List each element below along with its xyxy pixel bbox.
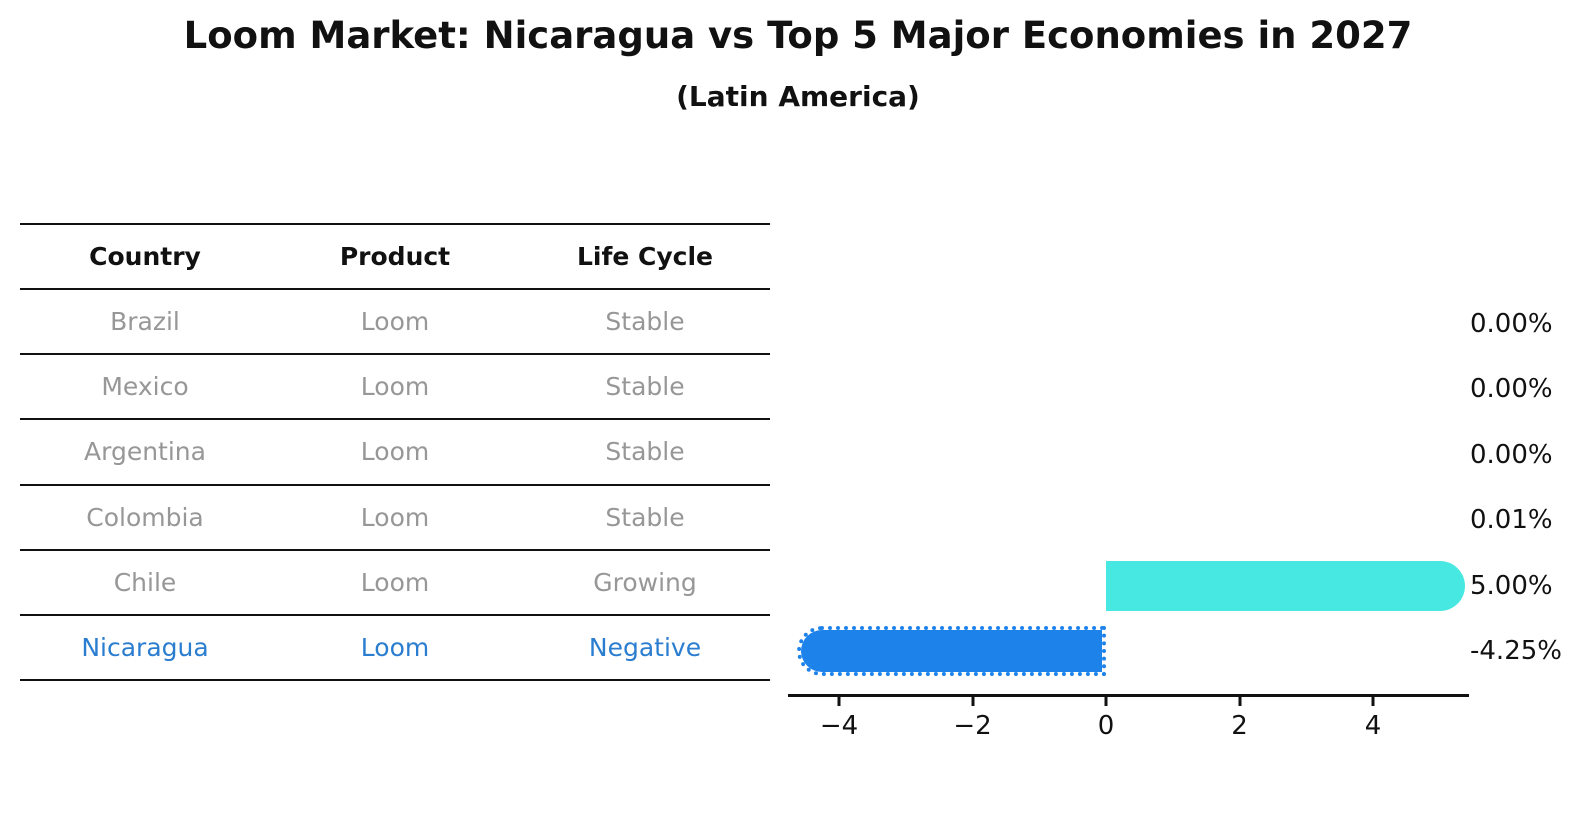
bar-chile (1106, 560, 1465, 611)
chart-title: Loom Market: Nicaragua vs Top 5 Major Ec… (183, 14, 1413, 57)
value-label-mexico: 0.00% (1470, 374, 1553, 404)
table-header-row: Country Product Life Cycle (20, 225, 770, 291)
cell-country: Argentina (84, 437, 206, 467)
cell-product: Loom (360, 632, 430, 662)
x-axis-line (788, 694, 1469, 697)
cell-life-cycle: Stable (605, 307, 685, 337)
country-table: Country Product Life Cycle Brazil Loom S… (20, 223, 770, 681)
column-header-country: Country (89, 242, 201, 272)
cell-life-cycle: Stable (605, 372, 685, 402)
cell-country: Chile (113, 567, 177, 597)
cell-life-cycle: Stable (605, 437, 685, 467)
x-tick-label: −2 (953, 711, 992, 741)
x-tick-label: −4 (819, 711, 859, 741)
table-row-brazil: Brazil Loom Stable (20, 290, 770, 356)
x-axis-tick (1104, 695, 1108, 706)
cell-country: Nicaragua (81, 632, 209, 662)
x-tick-label: 0 (1097, 711, 1115, 741)
column-header-product: Product (339, 242, 451, 272)
table-row-mexico: Mexico Loom Stable (20, 355, 770, 421)
table-row-colombia: Colombia Loom Stable (20, 486, 770, 551)
cell-product: Loom (360, 437, 430, 467)
value-label-argentina: 0.00% (1470, 439, 1553, 470)
x-axis-tick (837, 695, 841, 706)
cell-country: Colombia (86, 502, 204, 532)
cell-life-cycle: Negative (588, 632, 702, 662)
cell-country: Mexico (101, 372, 189, 402)
value-label-nicaragua: -4.25% (1470, 636, 1562, 666)
bar-nicaragua (797, 626, 1106, 676)
x-axis-tick (1371, 695, 1375, 706)
x-tick-label: 2 (1231, 711, 1248, 741)
x-tick-label: 4 (1364, 711, 1382, 741)
value-label-colombia: 0.01% (1470, 505, 1553, 535)
value-label-brazil: 0.00% (1470, 308, 1553, 339)
cell-product: Loom (360, 372, 430, 402)
cell-country: Brazil (110, 307, 180, 337)
value-label-chile: 5.00% (1470, 570, 1553, 601)
table-row-nicaragua: Nicaragua Loom Negative (20, 616, 770, 679)
table-row-chile: Chile Loom Growing (20, 551, 770, 616)
cell-life-cycle: Stable (605, 502, 685, 532)
x-axis-tick (971, 695, 974, 706)
column-header-life-cycle: Life Cycle (576, 242, 714, 272)
cell-product: Loom (360, 567, 430, 597)
cell-product: Loom (360, 307, 430, 337)
table-row-argentina: Argentina Loom Stable (20, 420, 770, 486)
cell-product: Loom (360, 502, 430, 532)
cell-life-cycle: Growing (593, 567, 697, 597)
chart-subtitle: (Latin America) (676, 80, 920, 113)
x-axis-tick (1238, 695, 1241, 706)
